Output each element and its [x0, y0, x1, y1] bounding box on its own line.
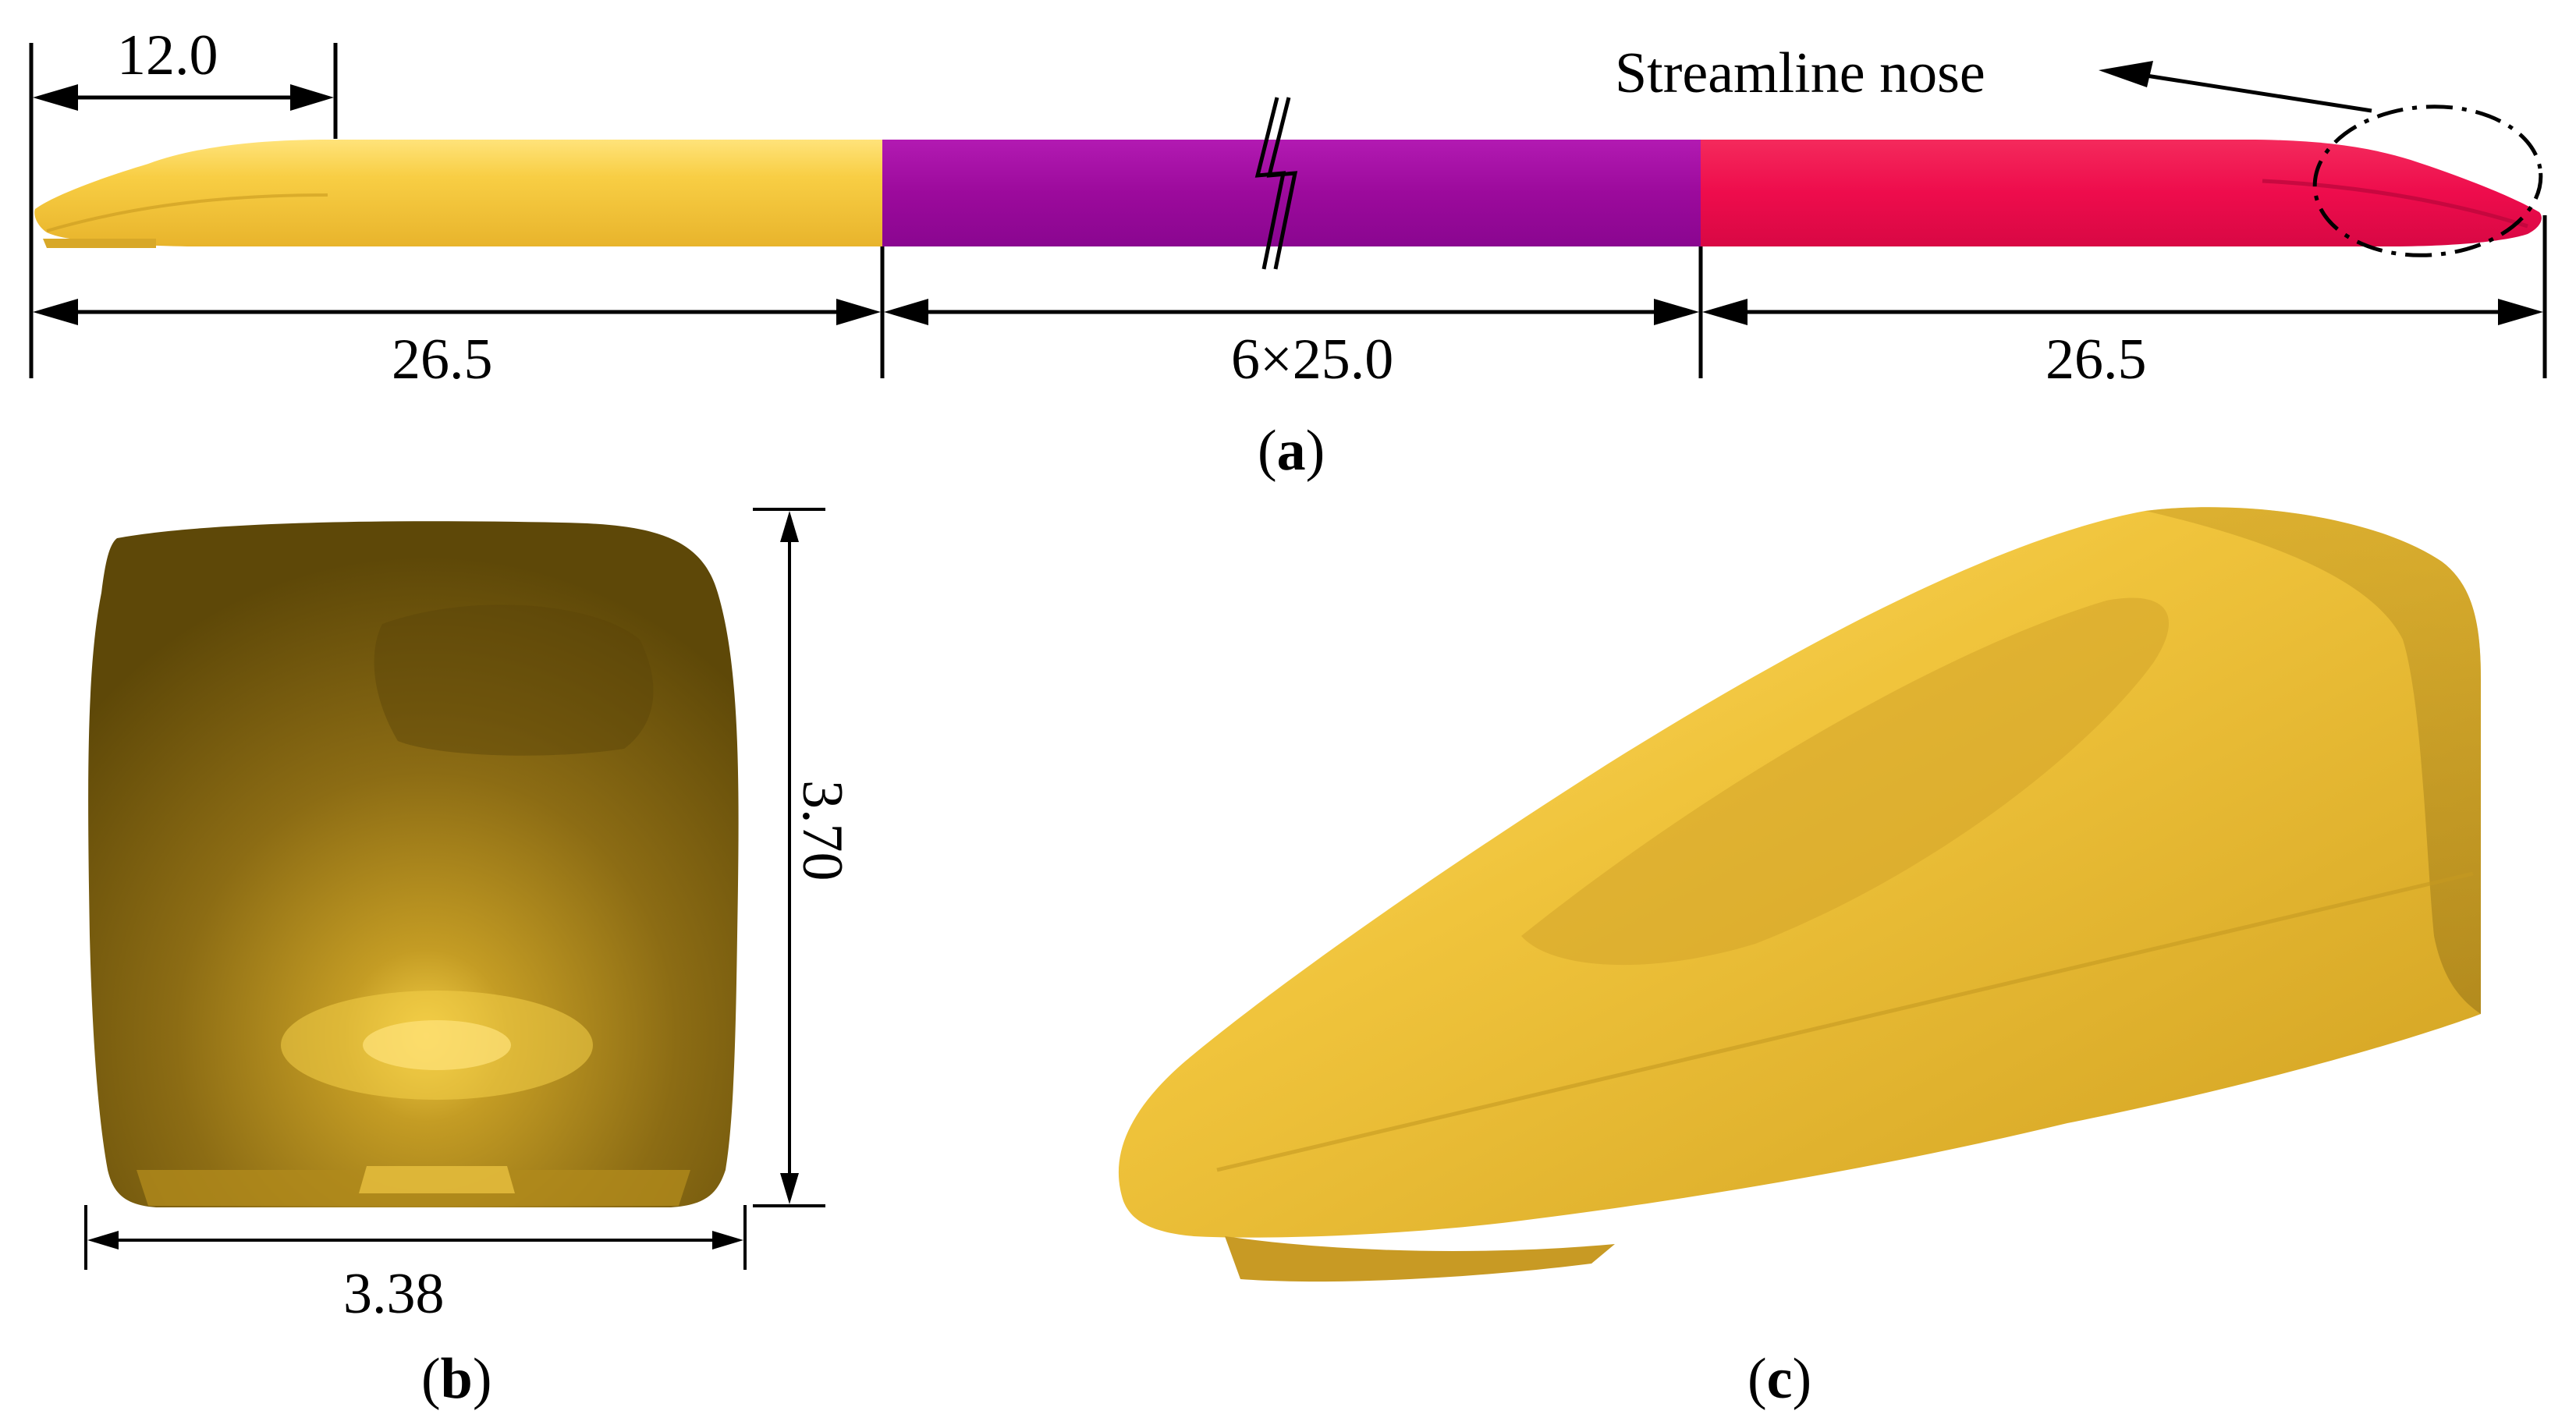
panel-c: (c) [1118, 507, 2481, 1411]
dim-arrowhead [780, 1173, 799, 1204]
tail-car [1701, 140, 2542, 246]
dim-arrowhead [1702, 299, 1747, 325]
panel-c-caption: (c) [1747, 1347, 1811, 1411]
break-mark-icon-2 [1266, 97, 1298, 270]
nose-3d-bogie-fairing [1225, 1236, 1615, 1282]
dim-nose-length: 12.0 [117, 23, 218, 87]
dim-arrowhead [836, 299, 881, 325]
nose-3d-roof [2145, 507, 2481, 1014]
dim-front-width: 3.38 [343, 1262, 445, 1326]
annotation-arrow [2141, 73, 2372, 113]
nose-3d-crease [1216, 871, 2474, 1172]
dim-arrowhead [1654, 299, 1699, 325]
head-car [34, 140, 883, 246]
dim-head-car: 26.5 [392, 328, 493, 392]
head-car-nose-shadow [46, 193, 328, 232]
dim-tail-car: 26.5 [2046, 328, 2147, 392]
panel-b-caption: (b) [421, 1347, 491, 1411]
annotation-arrowhead [2099, 61, 2153, 87]
dim-arrowhead [884, 299, 928, 325]
dim-arrowhead [33, 84, 78, 111]
panel-a: Streamline nose 12.0 26.5 6×25.0 26.5 (a… [29, 23, 2547, 483]
tail-car-nose-shadow [2262, 179, 2528, 229]
dim-front-height: 3.70 [790, 780, 854, 881]
dim-arrowhead [87, 1231, 119, 1250]
front-view-window-shade [374, 604, 654, 756]
streamline-nose-ellipse [2312, 105, 2543, 257]
streamline-nose-label: Streamline nose [1615, 41, 1985, 105]
head-car-bogie-fairing [43, 239, 156, 248]
dim-arrowhead [290, 84, 334, 111]
dim-arrowhead [2498, 299, 2543, 325]
dim-arrowhead [780, 511, 799, 542]
dim-middle-cars: 6×25.0 [1231, 328, 1393, 392]
front-view-skirt-highlight [359, 1166, 515, 1193]
nose-3d-cab-window [1521, 597, 2169, 966]
dim-arrowhead [33, 299, 78, 325]
front-view-highlight-core [363, 1020, 511, 1070]
dim-arrowhead [712, 1231, 743, 1250]
panel-a-caption: (a) [1258, 419, 1325, 483]
panel-b: 3.38 3.70 (b) [84, 508, 854, 1411]
